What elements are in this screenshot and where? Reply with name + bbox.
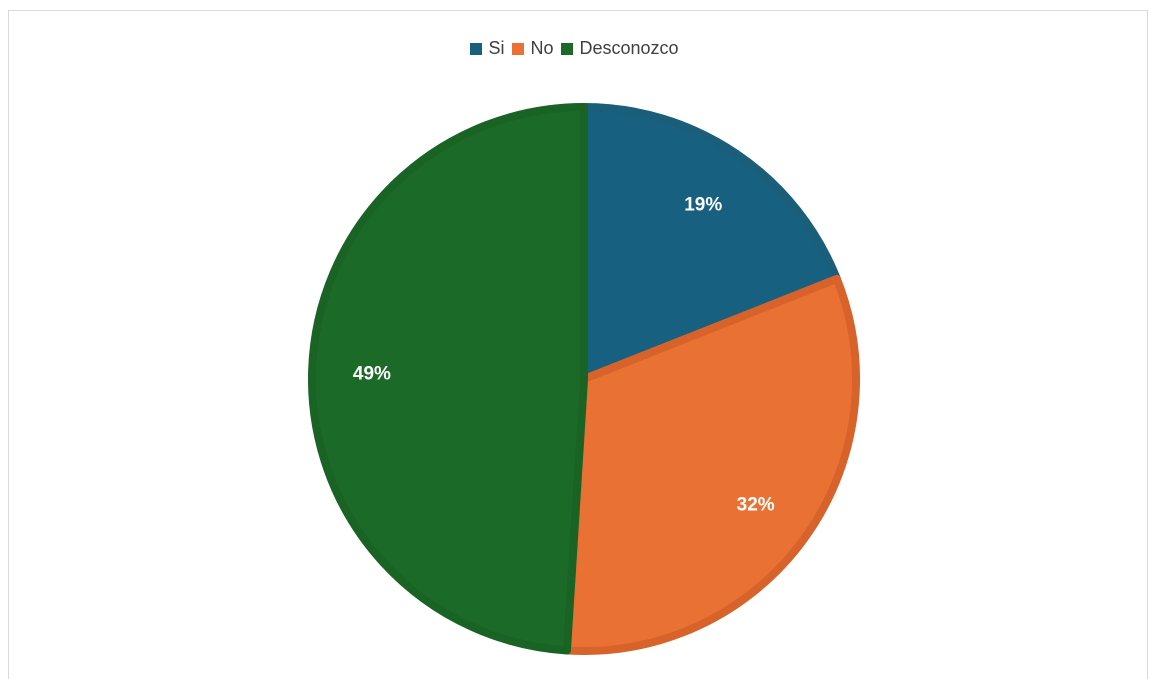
- legend-item-desconozco: Desconozco: [561, 38, 679, 59]
- legend-swatch-desconozco: [561, 42, 574, 55]
- legend-item-no: No: [512, 38, 553, 59]
- legend-label-si: Si: [488, 38, 505, 58]
- legend-swatch-si: [470, 42, 483, 55]
- data-label-no: 32%: [737, 495, 775, 516]
- legend-item-si: Si: [470, 38, 504, 59]
- pie-slice-si: [580, 103, 841, 383]
- chart-legend: Si No Desconozco: [0, 38, 1149, 59]
- pie-slice-desconozco: [308, 103, 588, 655]
- legend-swatch-no: [512, 42, 525, 55]
- legend-label-no: No: [530, 38, 554, 58]
- pie-slice-no: [562, 274, 860, 655]
- legend-label-desconozco: Desconozco: [579, 38, 679, 58]
- data-label-desconozco: 49%: [353, 363, 391, 384]
- data-label-si: 19%: [684, 195, 722, 216]
